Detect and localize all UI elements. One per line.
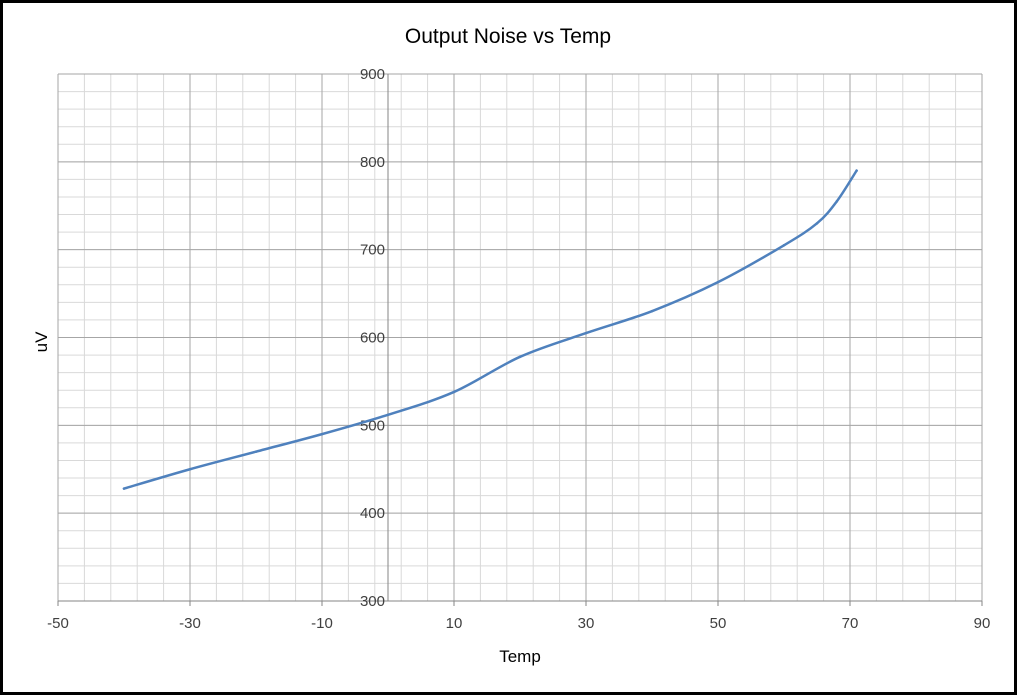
x-axis-title: Temp bbox=[499, 647, 541, 666]
x-tick-label: -30 bbox=[179, 615, 201, 632]
x-tick-label: 10 bbox=[446, 615, 463, 632]
chart-title: Output Noise vs Temp bbox=[405, 25, 611, 48]
data-point bbox=[452, 390, 456, 394]
data-point bbox=[386, 413, 390, 417]
y-tick-label: 600 bbox=[360, 330, 385, 347]
chart-svg: Output Noise vs Temp 3004005006007008009… bbox=[32, 25, 990, 666]
x-tick-labels: -50 -30 -10 10 30 50 70 90 bbox=[47, 615, 990, 632]
data-point bbox=[782, 244, 786, 247]
data-point bbox=[716, 280, 720, 284]
data-point bbox=[320, 432, 324, 436]
data-point bbox=[518, 355, 522, 359]
data-point bbox=[650, 309, 654, 313]
data-point bbox=[122, 487, 126, 490]
data-point bbox=[855, 169, 858, 172]
y-tick-label: 900 bbox=[360, 66, 385, 83]
grid bbox=[57, 73, 983, 606]
data-point bbox=[254, 450, 258, 453]
series-layer bbox=[122, 169, 858, 490]
data-point bbox=[188, 468, 192, 471]
x-tick-label: 30 bbox=[578, 615, 595, 632]
data-point bbox=[835, 200, 839, 203]
data-point bbox=[815, 222, 819, 225]
x-tick-label: 70 bbox=[842, 615, 859, 632]
y-tick-label: 300 bbox=[360, 593, 385, 610]
x-tick-label: 90 bbox=[974, 615, 991, 632]
x-tick-label: 50 bbox=[710, 615, 727, 632]
data-point bbox=[584, 331, 588, 335]
x-tick-label: -50 bbox=[47, 615, 69, 632]
x-tick-label: -10 bbox=[311, 615, 333, 632]
y-tick-label: 800 bbox=[360, 154, 385, 171]
series-line bbox=[122, 169, 858, 490]
y-tick-label: 400 bbox=[360, 505, 385, 522]
y-tick-label: 700 bbox=[360, 242, 385, 259]
y-axis-title: uV bbox=[32, 331, 51, 352]
